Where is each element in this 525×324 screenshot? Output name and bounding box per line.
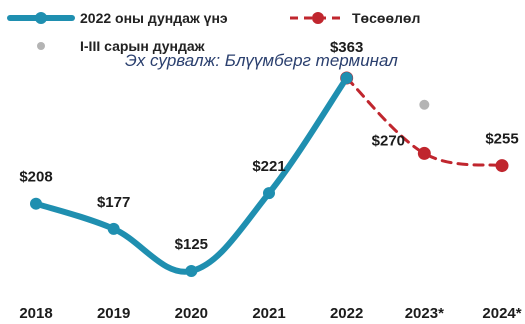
x-tick-label-2022: 2022 xyxy=(330,305,363,322)
legend-item-q1-q3: I-III сарын дундаж xyxy=(37,38,206,54)
data-label-0-2021: $221 xyxy=(252,158,285,175)
x-tick-label-2020: 2020 xyxy=(175,305,208,322)
legend-label-price: 2022 оны дундаж үнэ xyxy=(80,10,228,26)
series-layer xyxy=(30,71,509,277)
data-label-0-2018: $208 xyxy=(19,169,52,186)
data-point-0-2021 xyxy=(263,187,275,200)
x-axis-ticks: 2018 2019 2020 2021 2022 2023* 2024* xyxy=(19,305,521,322)
x-tick-label-2024*: 2024* xyxy=(482,305,521,322)
data-point-0-2019 xyxy=(107,222,120,235)
data-label-layer: $270 $255 $208 $177 $125 $221 $363 xyxy=(19,39,518,253)
data-label-0-2020: $125 xyxy=(175,236,208,253)
x-tick-label-2023*: 2023* xyxy=(405,305,444,322)
series-line-1 xyxy=(345,76,504,168)
data-point-2-2023* xyxy=(419,99,430,110)
data-label-1-2024*: $255 xyxy=(485,131,518,148)
data-point-1-2023* xyxy=(417,146,431,160)
x-tick-label-2021: 2021 xyxy=(252,305,285,322)
data-label-1-2023*: $270 xyxy=(372,132,405,149)
data-label-0-2019: $177 xyxy=(97,194,130,211)
legend-label-forecast: Төсөөлөл xyxy=(352,10,420,26)
data-point-0-2022 xyxy=(340,72,353,84)
data-point-0-2020 xyxy=(185,265,198,277)
data-point-1-2024* xyxy=(495,159,509,173)
legend-item-price: 2022 оны дундаж үнэ xyxy=(7,10,228,26)
x-tick-label-2018: 2018 xyxy=(19,305,52,322)
legend-label-q1-q3: I-III сарын дундаж xyxy=(80,38,206,54)
source-note: Эх сурвалж: Блүүмберг терминал xyxy=(125,51,398,70)
x-tick-label-2019: 2019 xyxy=(97,305,130,322)
data-label-0-2022: $363 xyxy=(330,39,363,56)
legend-item-forecast: Төсөөлөл xyxy=(290,10,420,26)
legend: 2022 оны дундаж үнэ Төсөөлөл I-III сарын… xyxy=(7,10,420,54)
data-point-0-2018 xyxy=(30,197,42,210)
